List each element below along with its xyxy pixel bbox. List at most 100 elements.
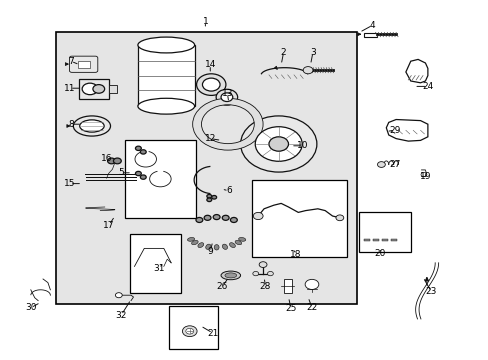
Circle shape [305, 279, 318, 289]
Circle shape [140, 150, 146, 154]
FancyBboxPatch shape [283, 279, 292, 293]
Circle shape [303, 67, 312, 74]
Text: 25: 25 [285, 304, 296, 313]
Ellipse shape [224, 273, 236, 278]
FancyBboxPatch shape [79, 79, 108, 99]
Circle shape [335, 215, 343, 221]
Text: 16: 16 [101, 154, 112, 163]
Circle shape [196, 217, 203, 222]
Text: 3: 3 [309, 48, 315, 57]
Bar [108, 85, 117, 93]
Circle shape [93, 85, 104, 93]
Text: 8: 8 [68, 120, 74, 129]
Polygon shape [386, 120, 427, 141]
Circle shape [213, 215, 220, 220]
Text: 2: 2 [280, 48, 286, 57]
Text: 24: 24 [421, 82, 433, 91]
Circle shape [107, 158, 115, 164]
Circle shape [115, 293, 122, 298]
Text: 20: 20 [374, 249, 386, 258]
Bar [129, 234, 181, 293]
Circle shape [240, 116, 316, 172]
Ellipse shape [187, 238, 194, 241]
Circle shape [268, 137, 288, 151]
Ellipse shape [196, 74, 225, 95]
Bar [124, 140, 195, 218]
Text: 11: 11 [64, 84, 76, 93]
Bar [138, 45, 194, 106]
Text: 7: 7 [68, 57, 74, 66]
Text: 28: 28 [259, 282, 271, 291]
Ellipse shape [221, 271, 240, 280]
Circle shape [206, 194, 211, 198]
Text: 9: 9 [207, 248, 213, 256]
Circle shape [82, 83, 98, 95]
Circle shape [377, 162, 385, 167]
Circle shape [222, 215, 229, 220]
Circle shape [230, 217, 237, 222]
Circle shape [211, 195, 216, 199]
Text: 14: 14 [204, 60, 216, 69]
Ellipse shape [229, 243, 235, 248]
Ellipse shape [238, 238, 245, 241]
Ellipse shape [216, 89, 237, 105]
Bar [359, 212, 410, 252]
Text: 13: 13 [221, 89, 233, 98]
Text: 12: 12 [204, 134, 216, 143]
Circle shape [135, 146, 141, 150]
Text: 18: 18 [289, 250, 301, 259]
Circle shape [267, 271, 273, 276]
Text: 21: 21 [206, 328, 218, 338]
Ellipse shape [198, 243, 203, 248]
FancyBboxPatch shape [69, 56, 98, 72]
Bar [56, 32, 356, 304]
Ellipse shape [235, 240, 241, 245]
Text: 1: 1 [202, 17, 208, 26]
Text: 31: 31 [153, 264, 164, 273]
Bar [381, 239, 387, 241]
Circle shape [255, 127, 302, 161]
Ellipse shape [138, 37, 194, 53]
Ellipse shape [202, 78, 220, 91]
Text: 26: 26 [216, 282, 228, 291]
Circle shape [259, 262, 266, 267]
Text: 30: 30 [25, 303, 37, 312]
Text: 23: 23 [425, 287, 436, 296]
Circle shape [140, 175, 146, 179]
Text: 4: 4 [369, 21, 375, 30]
Circle shape [185, 328, 193, 334]
Text: 6: 6 [225, 186, 231, 195]
Circle shape [182, 326, 197, 337]
Ellipse shape [191, 240, 198, 245]
Text: 27: 27 [388, 160, 400, 169]
Circle shape [253, 212, 263, 220]
Ellipse shape [222, 244, 227, 249]
Bar [168, 306, 217, 349]
Ellipse shape [73, 116, 110, 136]
Text: 19: 19 [419, 172, 430, 181]
Polygon shape [405, 59, 427, 83]
Circle shape [206, 198, 211, 202]
Circle shape [135, 171, 141, 176]
Bar [78, 61, 90, 68]
Ellipse shape [221, 93, 232, 102]
Text: 10: 10 [297, 141, 308, 150]
Ellipse shape [80, 120, 104, 132]
Text: 15: 15 [64, 179, 76, 188]
Ellipse shape [214, 245, 219, 250]
Ellipse shape [138, 98, 194, 114]
Bar [251, 180, 346, 257]
Text: 22: 22 [305, 303, 317, 312]
Circle shape [113, 158, 121, 164]
Ellipse shape [205, 244, 210, 249]
Text: 29: 29 [388, 126, 400, 135]
Circle shape [252, 271, 258, 276]
Circle shape [203, 215, 210, 220]
Text: 5: 5 [118, 168, 124, 177]
Wedge shape [192, 98, 263, 150]
Text: 17: 17 [103, 220, 115, 230]
Bar [372, 239, 378, 241]
Bar [390, 239, 396, 241]
Bar [364, 239, 369, 241]
Text: 32: 32 [115, 310, 127, 320]
